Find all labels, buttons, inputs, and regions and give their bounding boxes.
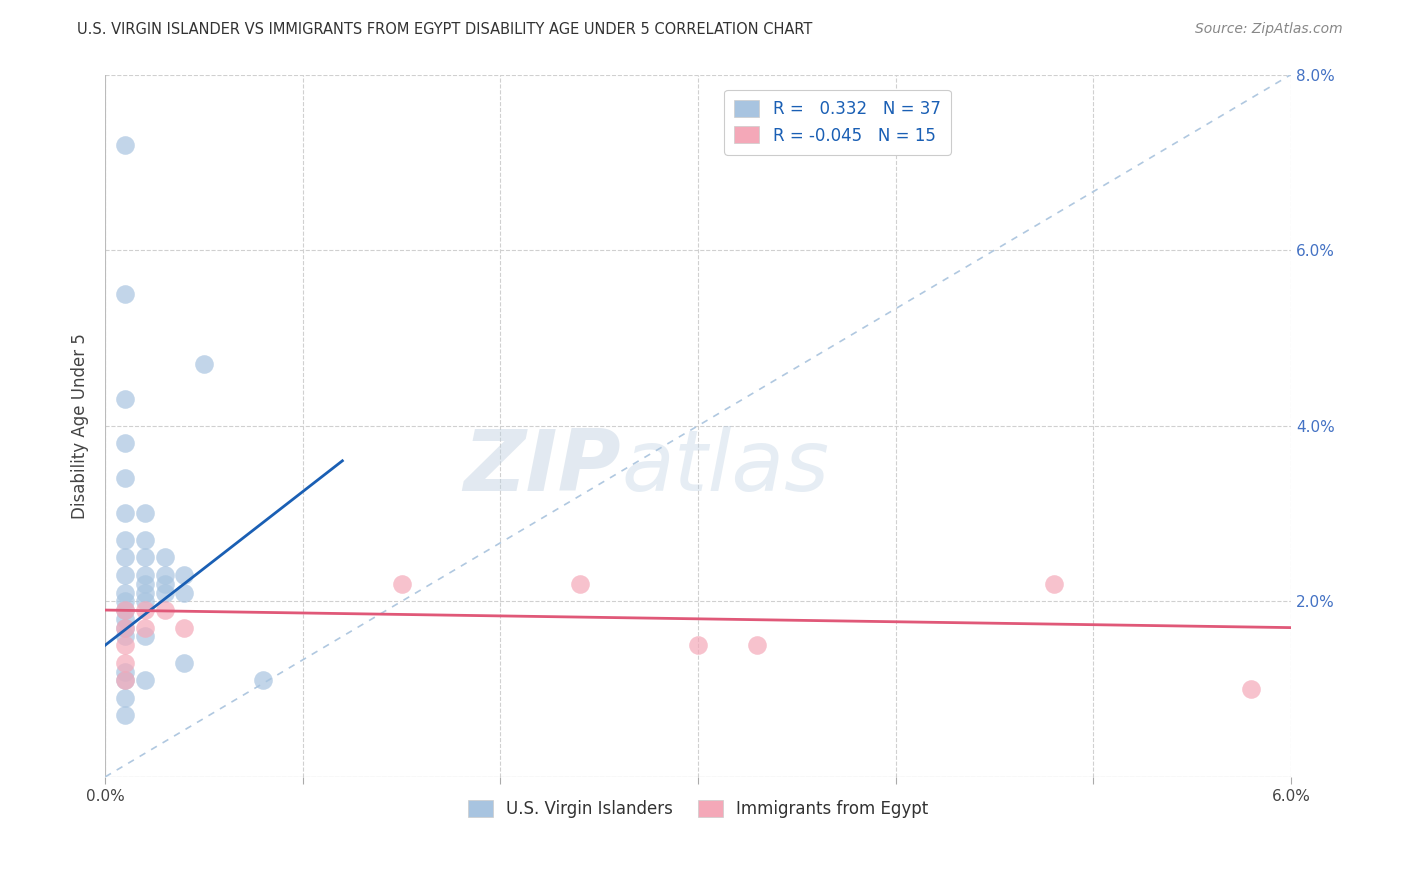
Point bbox=[134, 621, 156, 635]
Point bbox=[134, 568, 156, 582]
Point bbox=[134, 629, 156, 643]
Point bbox=[153, 550, 176, 565]
Point bbox=[114, 585, 136, 599]
Point bbox=[134, 576, 156, 591]
Point bbox=[134, 673, 156, 688]
Point bbox=[134, 585, 156, 599]
Point bbox=[114, 673, 136, 688]
Point bbox=[114, 603, 136, 617]
Point bbox=[134, 603, 156, 617]
Point bbox=[114, 603, 136, 617]
Point bbox=[114, 621, 136, 635]
Point bbox=[1043, 576, 1066, 591]
Point bbox=[114, 550, 136, 565]
Point bbox=[568, 576, 591, 591]
Point bbox=[153, 585, 176, 599]
Point bbox=[173, 621, 195, 635]
Point bbox=[747, 638, 769, 652]
Point bbox=[114, 690, 136, 705]
Point bbox=[688, 638, 710, 652]
Text: Source: ZipAtlas.com: Source: ZipAtlas.com bbox=[1195, 22, 1343, 37]
Text: ZIP: ZIP bbox=[464, 426, 621, 509]
Point bbox=[114, 287, 136, 301]
Point bbox=[114, 137, 136, 152]
Point bbox=[114, 656, 136, 670]
Point bbox=[114, 471, 136, 485]
Point bbox=[153, 576, 176, 591]
Point bbox=[173, 568, 195, 582]
Point bbox=[153, 603, 176, 617]
Point bbox=[1240, 682, 1263, 697]
Text: atlas: atlas bbox=[621, 426, 830, 509]
Point bbox=[114, 665, 136, 679]
Point bbox=[134, 550, 156, 565]
Point bbox=[114, 629, 136, 643]
Point bbox=[252, 673, 274, 688]
Point bbox=[114, 638, 136, 652]
Point bbox=[134, 507, 156, 521]
Point bbox=[153, 568, 176, 582]
Point bbox=[114, 594, 136, 608]
Point bbox=[391, 576, 413, 591]
Point bbox=[114, 612, 136, 626]
Point bbox=[114, 436, 136, 450]
Point bbox=[114, 392, 136, 407]
Y-axis label: Disability Age Under 5: Disability Age Under 5 bbox=[72, 333, 89, 518]
Point bbox=[193, 357, 215, 371]
Point bbox=[114, 568, 136, 582]
Point bbox=[134, 533, 156, 547]
Point bbox=[173, 585, 195, 599]
Point bbox=[114, 708, 136, 723]
Point bbox=[114, 673, 136, 688]
Point bbox=[173, 656, 195, 670]
Point bbox=[134, 594, 156, 608]
Point bbox=[114, 621, 136, 635]
Legend: U.S. Virgin Islanders, Immigrants from Egypt: U.S. Virgin Islanders, Immigrants from E… bbox=[461, 793, 935, 825]
Point bbox=[114, 533, 136, 547]
Text: U.S. VIRGIN ISLANDER VS IMMIGRANTS FROM EGYPT DISABILITY AGE UNDER 5 CORRELATION: U.S. VIRGIN ISLANDER VS IMMIGRANTS FROM … bbox=[77, 22, 813, 37]
Point bbox=[114, 507, 136, 521]
